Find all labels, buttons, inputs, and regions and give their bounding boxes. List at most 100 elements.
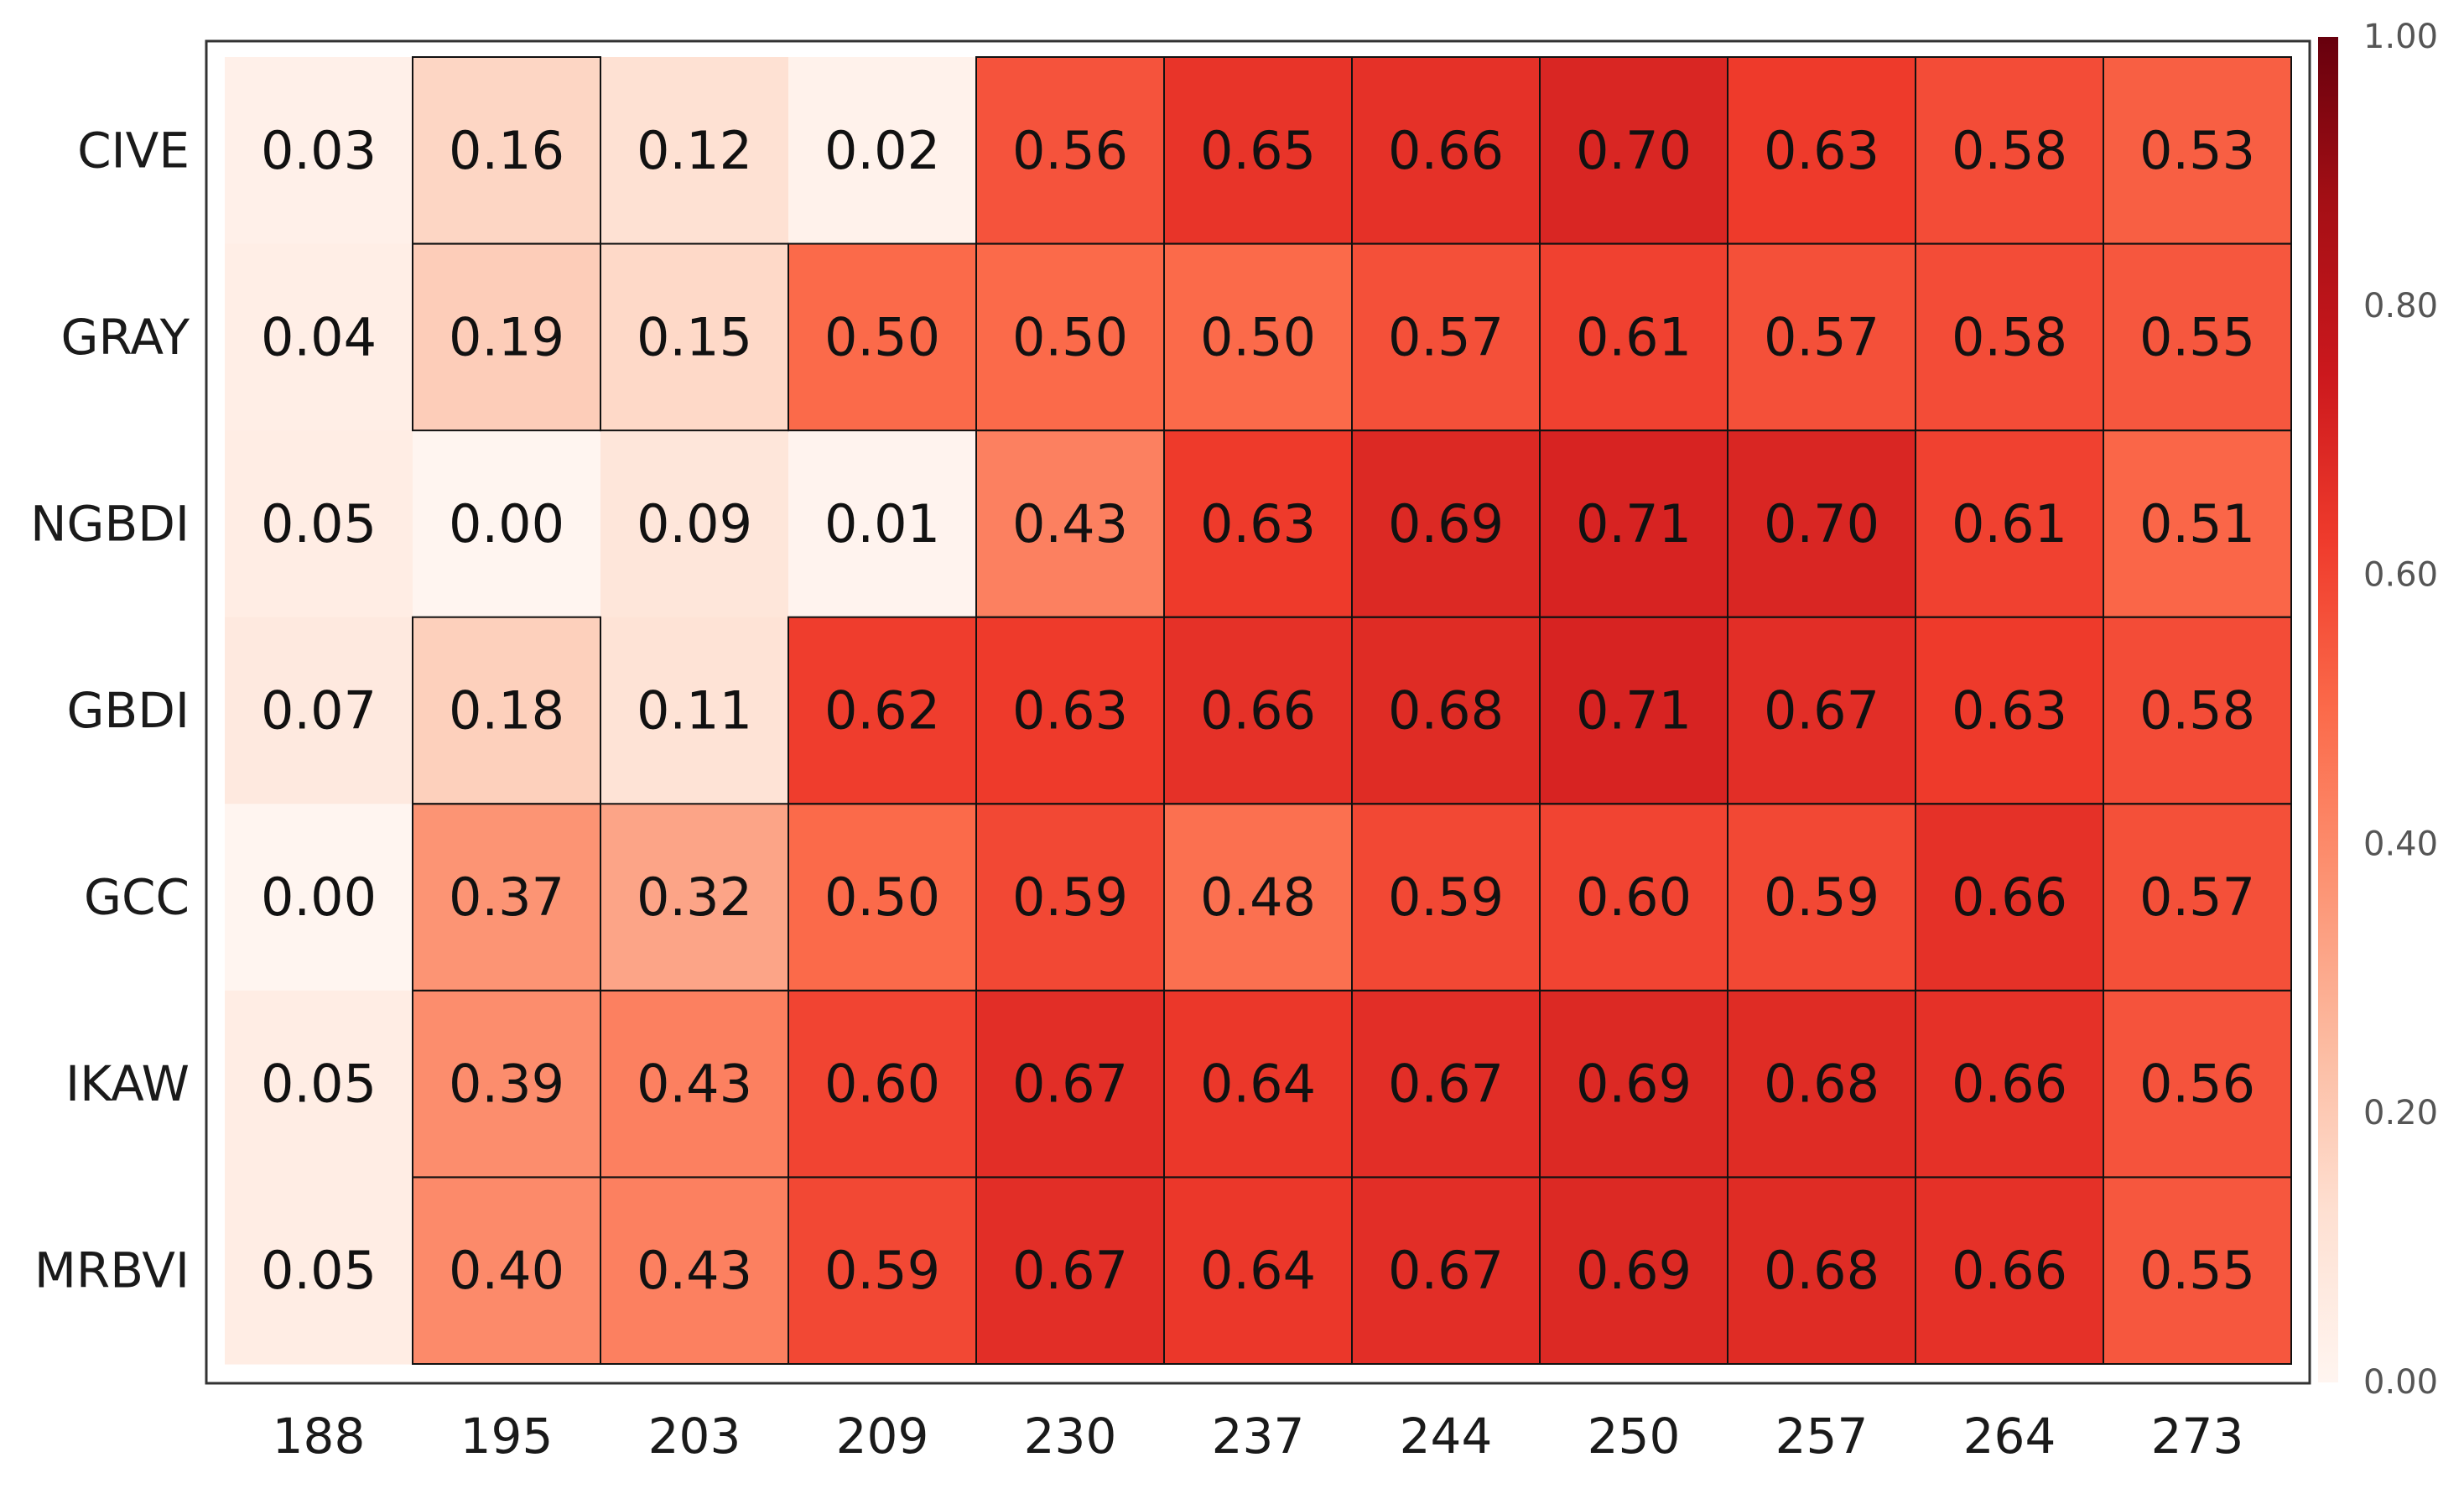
cell-value: 0.68 bbox=[1388, 680, 1504, 742]
cell-value-labels: 0.03 0.16 0.12 0.02 0.56 0.65 0.66 0.70 0.63 0.58… bbox=[261, 120, 2255, 1301]
column-labels: 188 195 203 209 230 237 244 250 257 264 273 bbox=[273, 1408, 2244, 1465]
cell-value: 0.43 bbox=[637, 1054, 752, 1115]
heatmap-cell bbox=[976, 243, 1165, 431]
row-label: GRAY bbox=[61, 309, 190, 366]
colorbar-ticks: 0.00 0.20 0.40 0.60 0.80 1.00 bbox=[2363, 18, 2438, 1402]
cell-value: 0.64 bbox=[1200, 1240, 1316, 1301]
cell-value: 0.62 bbox=[824, 680, 940, 742]
column-label: 230 bbox=[1024, 1408, 1117, 1465]
heatmap-cell bbox=[413, 804, 601, 992]
heatmap-cell bbox=[2103, 243, 2292, 431]
row-label: GBDI bbox=[66, 682, 190, 739]
cell-value: 0.50 bbox=[1012, 306, 1128, 367]
cell-value: 0.09 bbox=[637, 493, 752, 554]
heatmap-cell bbox=[788, 990, 977, 1179]
heatmap-cell bbox=[1164, 1177, 1353, 1365]
heatmap-cell bbox=[2103, 990, 2292, 1179]
heatmap-cell bbox=[225, 1177, 413, 1365]
heatmap-cell bbox=[1164, 804, 1353, 992]
heatmap-cell bbox=[788, 804, 977, 992]
heatmap-cell bbox=[1728, 804, 1916, 992]
cell-value: 0.15 bbox=[637, 306, 752, 367]
cell-value: 0.07 bbox=[261, 680, 377, 742]
cell-value: 0.59 bbox=[1764, 867, 1879, 928]
cell-value: 0.58 bbox=[1952, 120, 2067, 181]
column-label: 264 bbox=[1963, 1408, 2056, 1465]
heatmap-cell bbox=[600, 430, 789, 618]
cell-value: 0.68 bbox=[1764, 1054, 1879, 1115]
heatmap-cell bbox=[1728, 243, 1916, 431]
cell-value: 0.59 bbox=[1012, 867, 1128, 928]
column-label: 250 bbox=[1588, 1408, 1681, 1465]
colorbar-gradient bbox=[2318, 37, 2338, 1382]
cell-value: 0.60 bbox=[1576, 867, 1692, 928]
cell-value: 0.70 bbox=[1764, 493, 1879, 554]
cell-value: 0.66 bbox=[1388, 120, 1504, 181]
heatmap-cell bbox=[225, 990, 413, 1179]
heatmap-cell bbox=[1916, 990, 2104, 1179]
cell-value: 0.65 bbox=[1200, 120, 1316, 181]
heatmap-cell bbox=[225, 243, 413, 431]
heatmap-cell bbox=[976, 990, 1165, 1179]
heatmap-cell bbox=[600, 804, 789, 992]
cell-value: 0.60 bbox=[824, 1054, 940, 1115]
cell-value: 0.51 bbox=[2139, 493, 2255, 554]
heatmap-cells bbox=[225, 57, 2292, 1365]
cell-value: 0.16 bbox=[449, 120, 564, 181]
heatmap-cell bbox=[788, 243, 977, 431]
heatmap-cell bbox=[1164, 243, 1353, 431]
column-label: 257 bbox=[1775, 1408, 1869, 1465]
row-label: GCC bbox=[84, 869, 190, 926]
heatmap-cell bbox=[976, 617, 1165, 804]
heatmap-cell bbox=[1164, 57, 1353, 245]
cell-value: 0.48 bbox=[1200, 867, 1316, 928]
row-label: CIVE bbox=[77, 122, 190, 179]
heatmap-cell bbox=[788, 430, 977, 618]
heatmap-cell bbox=[1540, 1177, 1728, 1365]
heatmap-cell bbox=[1164, 990, 1353, 1179]
cell-value: 0.02 bbox=[824, 120, 940, 181]
cell-value: 0.05 bbox=[261, 1054, 377, 1115]
cell-value: 0.57 bbox=[2139, 867, 2255, 928]
colorbar-tick-label: 1.00 bbox=[2363, 18, 2438, 56]
colorbar-tick-label: 0.20 bbox=[2363, 1094, 2438, 1132]
cell-value: 0.00 bbox=[449, 493, 564, 554]
colorbar-tick-label: 0.80 bbox=[2363, 287, 2438, 325]
heatmap-cell bbox=[413, 1177, 601, 1365]
cell-value: 0.12 bbox=[637, 120, 752, 181]
cell-value: 0.64 bbox=[1200, 1054, 1316, 1115]
cell-value: 0.67 bbox=[1388, 1054, 1504, 1115]
heatmap-cell bbox=[1728, 430, 1916, 618]
column-label: 203 bbox=[648, 1408, 741, 1465]
cell-value: 0.11 bbox=[637, 680, 752, 742]
heatmap-cell bbox=[2103, 804, 2292, 992]
cell-value: 0.66 bbox=[1952, 867, 2067, 928]
heatmap-cell bbox=[2103, 1177, 2292, 1365]
cell-value: 0.61 bbox=[1952, 493, 2067, 554]
heatmap-cell bbox=[1916, 804, 2104, 992]
column-label: 244 bbox=[1400, 1408, 1493, 1465]
heatmap-cell bbox=[1728, 1177, 1916, 1365]
cell-value: 0.18 bbox=[449, 680, 564, 742]
heatmap-cell bbox=[600, 617, 789, 804]
heatmap-cell bbox=[1540, 617, 1728, 804]
colorbar-tick-label: 0.00 bbox=[2363, 1363, 2438, 1402]
row-labels: CIVE GRAY NGBDI GBDI GCC IKAW MRBVI bbox=[30, 122, 190, 1299]
cell-value: 0.40 bbox=[449, 1240, 564, 1301]
heatmap-cell bbox=[1916, 243, 2104, 431]
cell-value: 0.43 bbox=[1012, 493, 1128, 554]
heatmap-cell bbox=[1164, 430, 1353, 618]
column-label: 209 bbox=[836, 1408, 929, 1465]
cell-value: 0.66 bbox=[1952, 1054, 2067, 1115]
cell-value: 0.43 bbox=[637, 1240, 752, 1301]
heatmap-cell bbox=[788, 1177, 977, 1365]
row-label: NGBDI bbox=[30, 495, 190, 552]
heatmap-cell bbox=[600, 1177, 789, 1365]
cell-value: 0.05 bbox=[261, 1240, 377, 1301]
heatmap-cell bbox=[600, 990, 789, 1179]
cell-value: 0.70 bbox=[1576, 120, 1692, 181]
cell-value: 0.63 bbox=[1012, 680, 1128, 742]
heatmap-cell bbox=[1352, 430, 1541, 618]
heatmap-cell bbox=[2103, 57, 2292, 245]
